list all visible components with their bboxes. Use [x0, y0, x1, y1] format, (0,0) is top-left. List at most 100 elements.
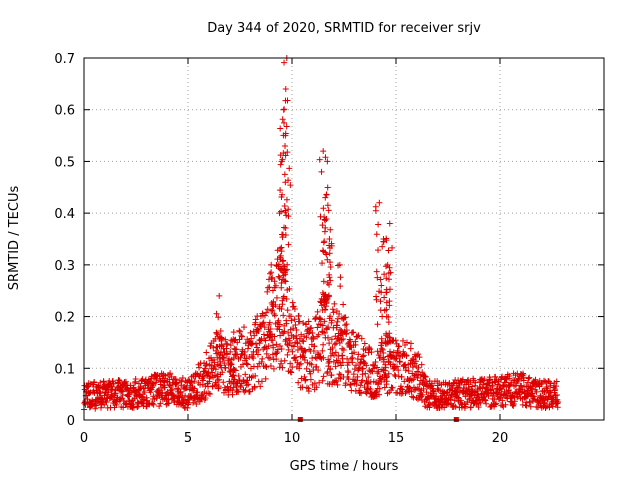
data-point: [295, 379, 302, 386]
data-point: [324, 202, 331, 209]
data-point: [492, 373, 499, 380]
data-point: [409, 364, 416, 371]
data-point: [381, 307, 388, 314]
data-point: [328, 336, 335, 343]
data-point: [227, 369, 234, 376]
data-point: [362, 370, 369, 377]
data-point: [319, 222, 326, 229]
data-point: [290, 325, 297, 332]
data-point: [326, 340, 333, 347]
data-point: [340, 301, 347, 308]
data-point: [266, 284, 273, 291]
data-point: [338, 315, 345, 322]
data-point: [284, 261, 291, 268]
data-point: [279, 116, 286, 123]
data-point: [520, 377, 527, 384]
data-point: [215, 333, 222, 340]
data-point: [226, 355, 233, 362]
data-point: [421, 372, 428, 379]
data-point: [369, 368, 376, 375]
data-point: [372, 207, 379, 214]
data-point: [342, 322, 349, 329]
data-point: [316, 379, 323, 386]
data-point: [386, 352, 393, 359]
data-point: [320, 341, 327, 348]
data-point: [529, 390, 536, 397]
data-point: [418, 393, 425, 400]
data-point: [358, 390, 365, 397]
data-point: [538, 381, 545, 388]
data-point: [320, 354, 327, 361]
data-point: [394, 350, 401, 357]
data-point: [150, 393, 157, 400]
data-point: [281, 277, 288, 284]
data-point: [321, 306, 328, 313]
data-point: [374, 364, 381, 371]
data-point: [191, 378, 198, 385]
data-point: [405, 367, 412, 374]
data-point: [279, 191, 286, 198]
data-point: [359, 353, 366, 360]
data-point: [354, 373, 361, 380]
data-point: [223, 345, 230, 352]
data-point: [469, 383, 476, 390]
data-point: [319, 260, 326, 267]
data-point: [371, 365, 378, 372]
data-point: [380, 236, 387, 242]
data-point: [273, 262, 280, 269]
data-point: [287, 360, 294, 367]
data-point: [403, 339, 410, 346]
data-point: [148, 379, 155, 386]
data-point: [147, 389, 154, 396]
data-point: [250, 355, 257, 362]
data-point: [378, 282, 385, 289]
data-point: [493, 400, 500, 407]
data-point: [96, 384, 103, 391]
data-point: [229, 391, 236, 398]
data-point: [236, 327, 243, 334]
data-point: [350, 371, 357, 378]
data-point: [482, 397, 489, 404]
data-point: [270, 298, 277, 305]
data-point: [278, 158, 285, 165]
data-point: [188, 379, 195, 386]
data-point: [526, 374, 533, 381]
data-point: [375, 247, 382, 254]
data-point: [300, 338, 307, 345]
data-point: [326, 281, 333, 288]
data-point: [259, 355, 266, 362]
data-point: [216, 362, 223, 369]
data-point: [505, 386, 512, 393]
data-point: [275, 317, 282, 324]
data-point: [265, 276, 272, 283]
data-point: [377, 276, 384, 283]
data-point: [396, 359, 403, 366]
data-point: [456, 381, 463, 388]
data-point: [285, 329, 292, 336]
data-point: [100, 378, 107, 385]
data-point: [525, 375, 532, 382]
data-point: [167, 370, 174, 377]
data-point: [267, 363, 274, 370]
x-tick-label: 10: [284, 431, 301, 446]
data-point: [266, 319, 273, 326]
data-point: [281, 266, 288, 273]
data-point: [281, 357, 288, 364]
data-point: [97, 379, 104, 386]
data-point: [379, 366, 386, 373]
data-point: [234, 351, 241, 358]
data-point: [360, 365, 367, 372]
data-point: [240, 324, 247, 331]
data-point: [282, 143, 289, 150]
data-point: [273, 356, 280, 363]
data-point: [375, 221, 382, 228]
data-point: [316, 315, 323, 322]
data-point: [408, 377, 415, 384]
data-point: [220, 379, 227, 386]
data-point: [301, 347, 308, 354]
data-point: [379, 313, 386, 320]
data-point: [284, 307, 291, 314]
data-point: [220, 354, 227, 361]
data-point: [546, 404, 553, 411]
data-point: [215, 383, 222, 390]
